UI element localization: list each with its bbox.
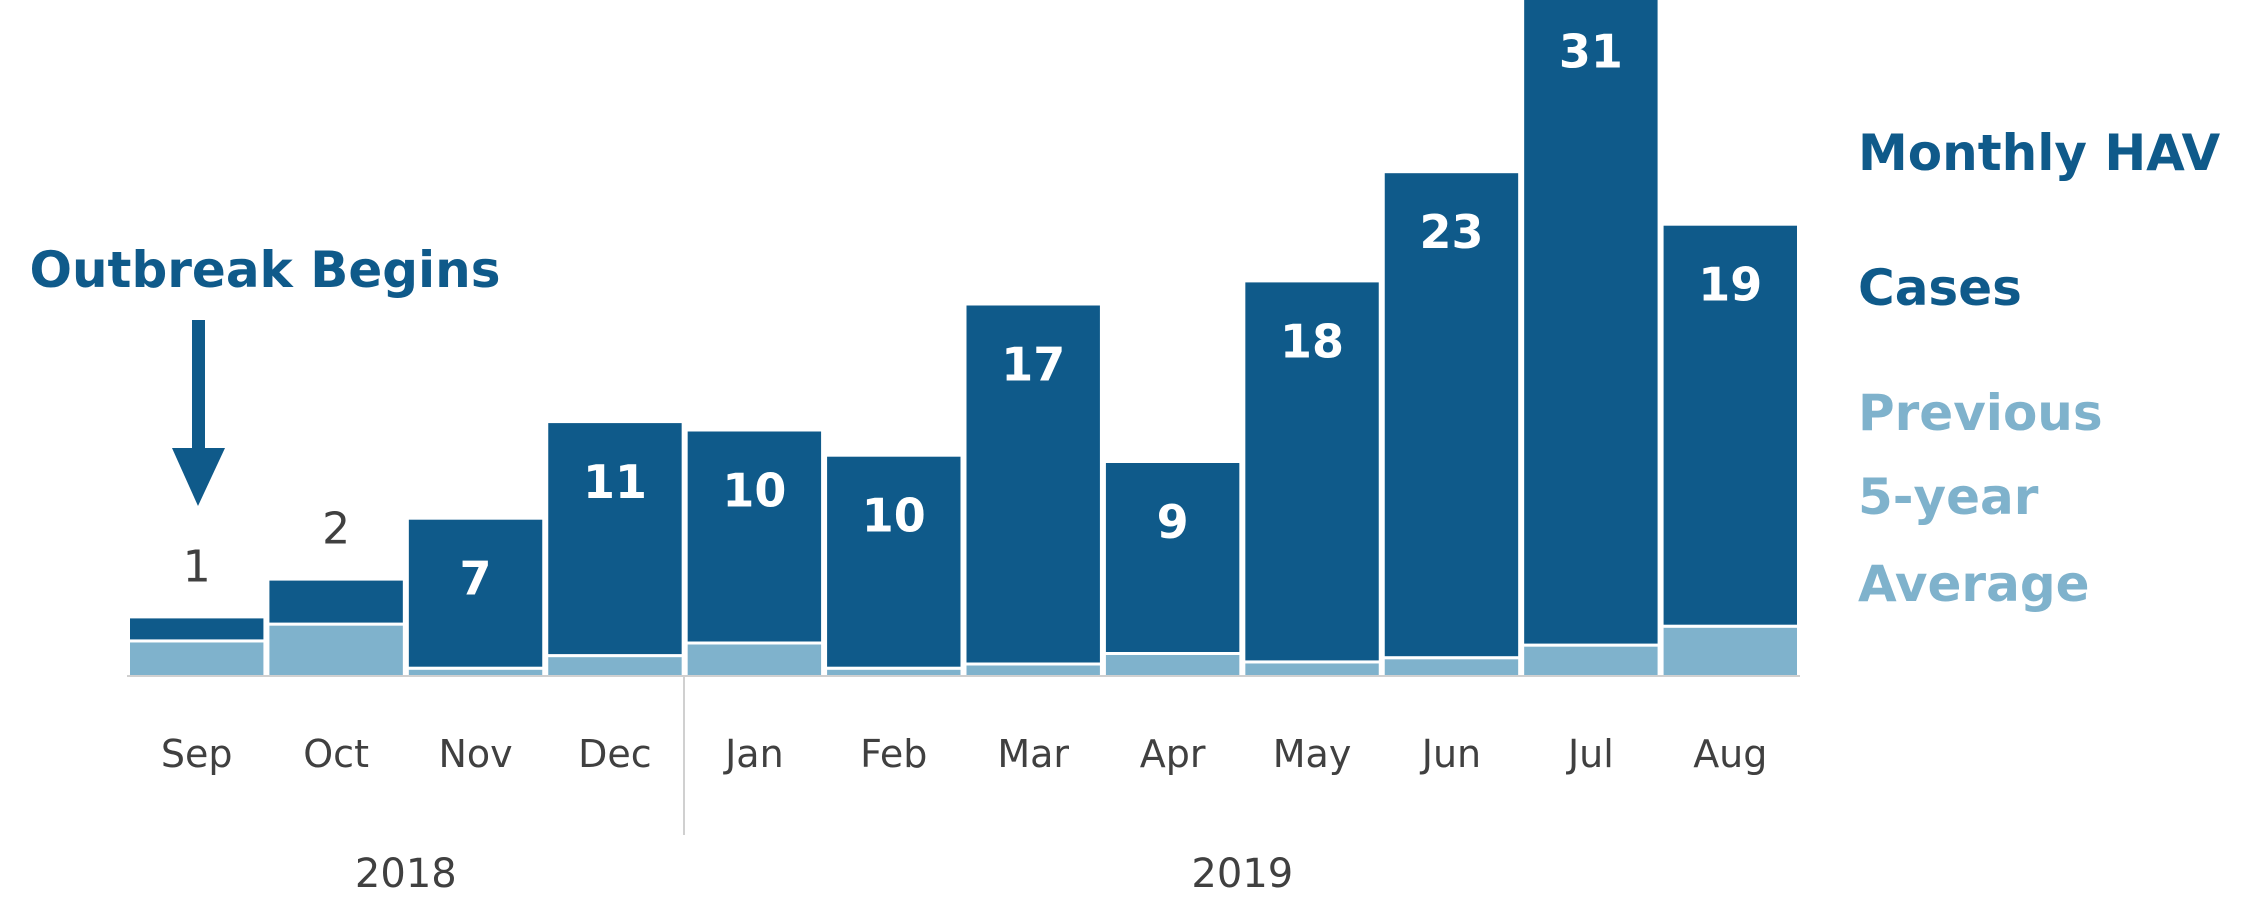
bar-separator-mar xyxy=(966,662,1100,666)
bar-separator-may xyxy=(1245,660,1379,664)
value-labels-layer: 1 2 7 11 10 10 17 9 18 23 31 19 xyxy=(183,25,1763,606)
cases-bar-aug xyxy=(1663,225,1797,625)
value-label-may: 18 xyxy=(1280,314,1344,368)
year-label-2018: 2018 xyxy=(355,851,457,897)
bar-separator-oct xyxy=(269,622,403,626)
value-label-mar: 17 xyxy=(1001,338,1065,392)
avg-bar-sep xyxy=(130,642,264,676)
legend-main-line-1: Monthly HAV xyxy=(1858,124,2220,182)
cases-bar-feb xyxy=(827,456,961,667)
avg-bar-jun xyxy=(1384,659,1519,676)
cases-bar-nov xyxy=(408,519,543,667)
avg-bar-oct xyxy=(269,625,403,676)
tick-label-feb: Feb xyxy=(860,732,927,776)
year-label-2019: 2019 xyxy=(1191,851,1293,897)
avg-bar-may xyxy=(1245,663,1379,676)
avg-bar-apr xyxy=(1105,655,1240,676)
cases-bar-jun xyxy=(1384,173,1519,657)
bar-separator-apr xyxy=(1105,652,1240,655)
value-label-jan: 10 xyxy=(722,464,786,518)
outbreak-arrow-icon xyxy=(172,320,225,506)
avg-bar-aug xyxy=(1663,627,1797,676)
avg-bar-dec xyxy=(548,657,682,676)
bar-separator-jun xyxy=(1384,656,1519,660)
legend-prev-line-3: Average xyxy=(1858,555,2090,613)
bar-separator-feb xyxy=(827,666,961,670)
value-label-feb: 10 xyxy=(862,489,926,543)
tick-label-apr: Apr xyxy=(1140,732,1206,776)
cases-bar-oct xyxy=(269,580,403,623)
tick-label-sep: Sep xyxy=(161,732,233,776)
month-labels-layer: Sep Oct Nov Dec Jan Feb Mar Apr May Jun Jul Aug xyxy=(161,732,1767,776)
tick-label-dec: Dec xyxy=(578,732,652,776)
legend-prev-line-1: Previous xyxy=(1858,384,2103,442)
value-label-jul: 31 xyxy=(1559,25,1623,79)
value-label-sep: 1 xyxy=(183,541,211,592)
cases-bar-mar xyxy=(966,305,1100,663)
cases-bar-may xyxy=(1245,282,1379,661)
legend-prev-line-2: 5-year xyxy=(1858,468,2039,526)
bar-separator-dec xyxy=(548,654,682,658)
cases-bar-dec xyxy=(548,423,682,655)
cases-bar-jul xyxy=(1524,0,1658,644)
value-label-aug: 19 xyxy=(1698,258,1762,312)
value-label-jun: 23 xyxy=(1419,205,1483,259)
outbreak-annotation: Outbreak Begins xyxy=(29,241,500,299)
value-label-oct: 2 xyxy=(322,504,350,555)
avg-bar-mar xyxy=(966,665,1100,676)
avg-bar-jan xyxy=(687,644,822,676)
bar-separator-jul xyxy=(1524,643,1658,647)
tick-label-jun: Jun xyxy=(1420,732,1481,776)
cases-bar-apr xyxy=(1105,463,1240,652)
value-label-apr: 9 xyxy=(1157,495,1189,549)
tick-label-jan: Jan xyxy=(723,732,784,776)
avg-bar-nov xyxy=(408,669,543,676)
tick-label-mar: Mar xyxy=(997,732,1069,776)
bar-separator-nov xyxy=(408,666,543,670)
tick-label-jul: Jul xyxy=(1566,732,1614,776)
bar-separator-jan xyxy=(687,641,822,645)
tick-label-nov: Nov xyxy=(438,732,512,776)
bar-separator-aug xyxy=(1663,624,1797,628)
value-label-nov: 7 xyxy=(460,552,492,606)
legend-main-line-2: Cases xyxy=(1858,259,2022,317)
tick-label-may: May xyxy=(1273,732,1352,776)
avg-bar-feb xyxy=(827,669,961,676)
cases-bar-sep xyxy=(130,618,264,640)
tick-label-oct: Oct xyxy=(303,732,369,776)
bars-layer xyxy=(130,0,1797,676)
bar-separator-sep xyxy=(130,639,264,643)
tick-label-aug: Aug xyxy=(1693,732,1767,776)
year-labels-layer: 2018 2019 xyxy=(355,851,1293,897)
avg-bar-jul xyxy=(1524,646,1658,676)
cases-bar-jan xyxy=(687,431,822,642)
value-label-dec: 11 xyxy=(583,455,647,509)
